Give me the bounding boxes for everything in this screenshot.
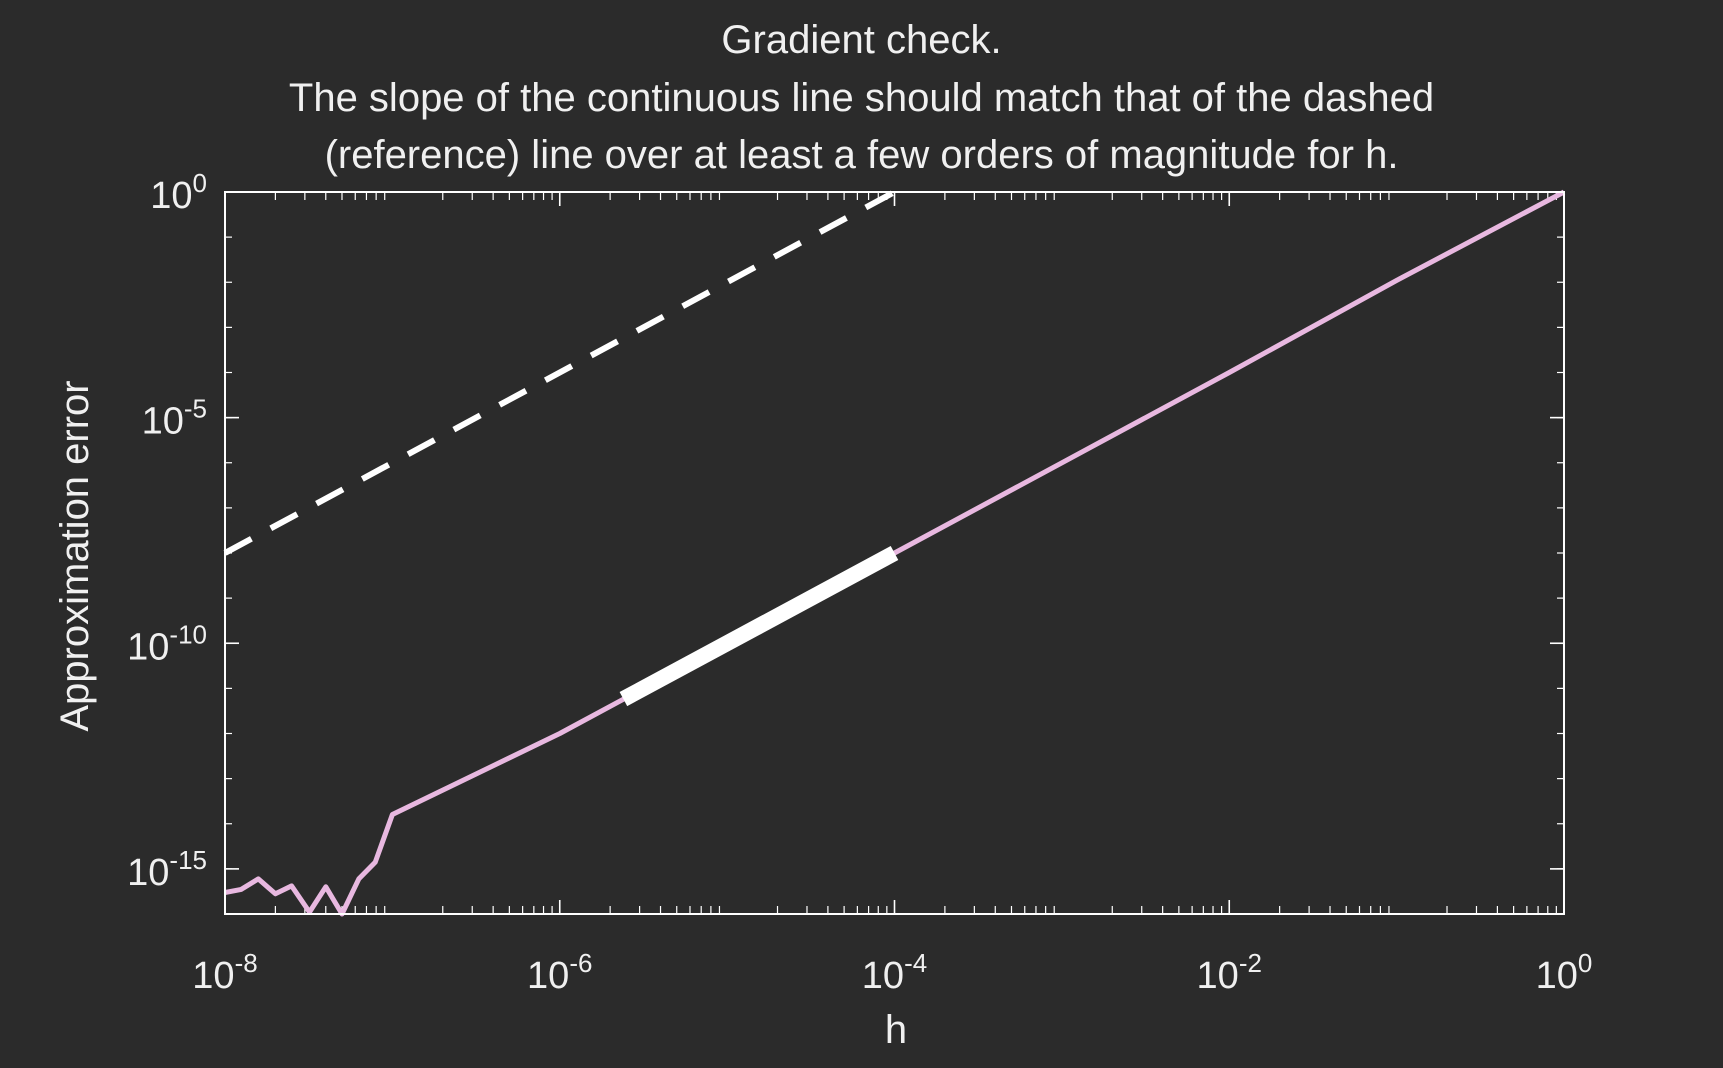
x-axis-label: h <box>885 1008 907 1052</box>
y-tick-labels: 100 10-5 10-10 10-15 <box>127 168 207 894</box>
series-line-dashed <box>223 189 896 556</box>
x-tick-label: 100 <box>1536 948 1593 997</box>
chart-title-line-2: The slope of the continuous line should … <box>288 76 1435 120</box>
series-layer <box>223 189 1566 917</box>
chart-title-line-3: (reference) line over at least a few ord… <box>324 133 1399 177</box>
y-tick-label: 10-15 <box>127 845 207 894</box>
y-tick-label: 100 <box>150 168 207 217</box>
x-tick-label: 10-2 <box>1197 948 1262 997</box>
series-line-solid-thick <box>619 545 899 707</box>
axes-frame <box>224 191 1565 915</box>
x-tick-label: 10-8 <box>192 948 257 997</box>
series-line-solid <box>224 189 1566 917</box>
x-tick-label: 10-6 <box>527 948 592 997</box>
x-tick-labels: 10-8 10-6 10-4 10-2 100 <box>192 948 1592 997</box>
chart-title-line-1: Gradient check. <box>721 18 1002 62</box>
y-tick-label: 10-5 <box>142 394 207 443</box>
x-tick-label: 10-4 <box>862 948 927 997</box>
y-axis-label: Approximation error <box>53 380 97 731</box>
y-tick-label: 10-10 <box>127 619 207 668</box>
